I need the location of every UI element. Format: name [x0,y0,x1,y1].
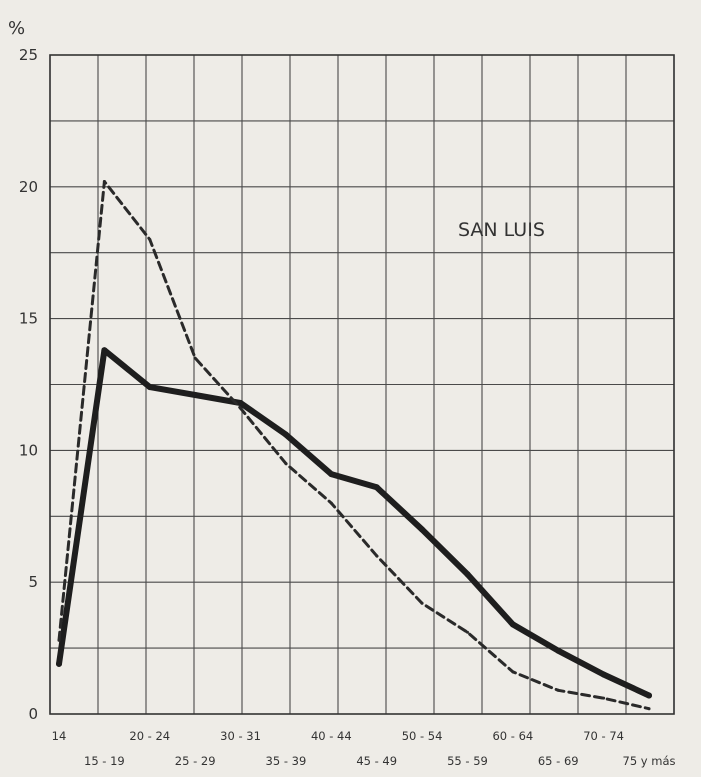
data-point-solid [146,384,153,391]
x-tick-label: 30 - 31 [220,729,261,743]
data-point-solid [56,660,62,667]
data-point-solid [600,671,607,678]
data-point-dashed [148,238,152,242]
data-point-solid [509,621,516,628]
y-tick-label: 15 [19,310,38,328]
chart-series [56,180,652,711]
data-point-dashed [602,696,606,700]
data-point-dashed [57,638,61,642]
data-point-dashed [239,406,243,410]
y-tick-label: 5 [28,573,38,591]
x-tick-label: 50 - 54 [402,729,443,743]
data-point-solid [192,392,199,399]
data-point-dashed [420,601,424,605]
x-tick-label: 60 - 64 [492,729,533,743]
data-point-solid [328,471,335,478]
x-tick-label: 55 - 59 [447,754,488,768]
data-point-solid [464,571,471,578]
data-point-dashed [375,554,379,558]
data-point-dashed [102,180,106,184]
data-point-solid [373,484,380,491]
x-tick-label: 65 - 69 [538,754,579,768]
data-point-dashed [465,630,469,634]
data-point-dashed [647,707,651,711]
x-tick-label: 25 - 29 [175,754,216,768]
x-tick-label: 14 [52,729,67,743]
data-point-solid [101,347,108,354]
y-unit-label: % [8,18,25,39]
x-tick-label: 40 - 44 [311,729,352,743]
series-line-dashed [57,180,651,711]
data-point-dashed [193,356,197,360]
data-point-solid [555,647,562,654]
data-point-dashed [284,462,288,466]
data-point-solid [646,692,652,699]
y-tick-label: 10 [19,441,38,459]
x-tick-label: 70 - 74 [583,729,624,743]
chart-grid [49,54,675,715]
data-point-solid [282,431,289,438]
data-point-solid [419,526,426,533]
y-tick-label: 20 [19,178,38,196]
x-tick-label: 45 - 49 [356,754,397,768]
x-tick-label: 15 - 19 [84,754,125,768]
x-tick-label: 20 - 24 [129,729,170,743]
plot-frame [49,54,675,715]
data-point-dashed [511,670,515,674]
y-tick-label: 25 [19,46,38,64]
y-axis-ticks: 0 5 10 15 20 25 [19,46,38,723]
x-axis-ticks: 14 15 - 19 20 - 24 25 - 29 30 - 31 35 - 39 40 … [52,729,676,768]
x-tick-label: 75 y más [623,754,676,768]
data-point-dashed [556,688,560,692]
chart-annotation-san-luis: SAN LUIS [458,219,545,241]
series-line-solid [56,347,652,699]
y-tick-label: 0 [28,705,38,723]
data-point-dashed [329,501,333,505]
data-point-solid [237,399,244,406]
x-tick-label: 35 - 39 [266,754,307,768]
